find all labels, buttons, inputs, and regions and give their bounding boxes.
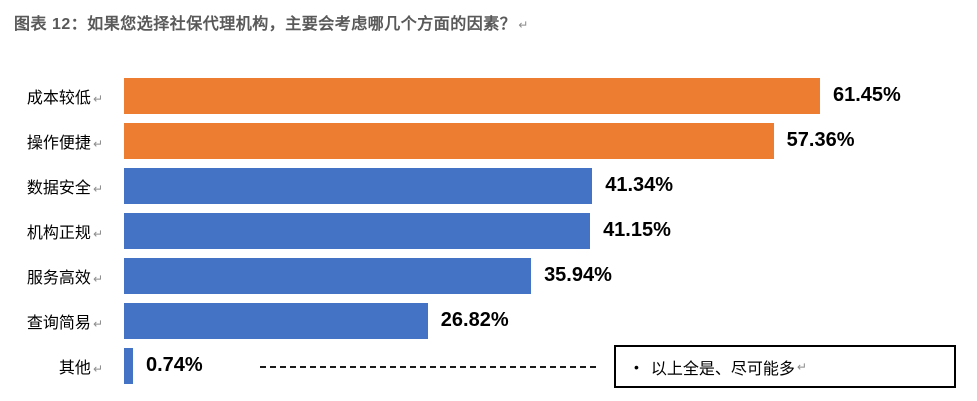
paragraph-mark-icon: ↵ (92, 226, 103, 241)
bar-value-label: 41.15% (603, 219, 671, 241)
bar-row: 其他 ↵ 0.74% (0, 343, 977, 388)
bar (124, 167, 593, 204)
bar-row: 数据安全 ↵ 41.34% (0, 163, 977, 208)
chart-title: 图表 12：如果您选择社保代理机构，主要会考虑哪几个方面的因素？ ↵ (14, 10, 529, 34)
annotation-text: 以上全是、尽可能多 (650, 360, 795, 378)
category-label: 数据安全 ↵ (26, 179, 103, 197)
paragraph-mark-icon: ↵ (92, 361, 103, 376)
annotation-connector-line (260, 366, 596, 368)
bar-track: 61.45% (124, 73, 901, 118)
annotation-box: • 以上全是、尽可能多 ↵ (614, 345, 956, 388)
bar (124, 347, 133, 384)
bar-row: 成本较低 ↵ 61.45% (0, 73, 977, 118)
bar-row: 查询简易 ↵ 26.82% (0, 298, 977, 343)
bar-row: 服务高效 ↵ 35.94% (0, 253, 977, 298)
category-label: 其他 ↵ (58, 359, 103, 377)
bar-value-label: 61.45% (833, 84, 901, 106)
bar-track: 26.82% (124, 298, 509, 343)
bar-track: 41.15% (124, 208, 671, 253)
paragraph-mark-icon: ↵ (92, 271, 103, 286)
bar-value-label: 41.34% (605, 174, 674, 196)
category-label: 查询简易 ↵ (26, 314, 103, 332)
paragraph-mark-icon: ↵ (92, 91, 103, 106)
bar-row: 机构正规 ↵ 41.15% (0, 208, 977, 253)
bar-track: 0.74% (124, 343, 203, 388)
paragraph-mark-icon: ↵ (518, 18, 529, 32)
bar-value-label: 0.74% (146, 354, 203, 376)
bar (124, 257, 532, 294)
bar-track: 35.94% (124, 253, 612, 298)
category-label: 服务高效 ↵ (26, 269, 103, 287)
bar (124, 77, 820, 114)
bar (124, 212, 591, 249)
category-label: 操作便捷 ↵ (26, 134, 103, 152)
bullet-icon: • (634, 358, 639, 375)
bar-track: 41.34% (124, 163, 673, 208)
category-label: 成本较低 ↵ (26, 89, 103, 107)
bar-row: 操作便捷 ↵ 57.36% (0, 118, 977, 163)
paragraph-mark-icon: ↵ (796, 359, 807, 374)
paragraph-mark-icon: ↵ (92, 136, 103, 151)
bar-value-label: 57.36% (786, 129, 855, 151)
bar (124, 302, 428, 339)
paragraph-mark-icon: ↵ (92, 316, 103, 331)
paragraph-mark-icon: ↵ (92, 181, 103, 196)
bar-value-label: 26.82% (440, 309, 509, 331)
bar-track: 57.36% (124, 118, 855, 163)
category-label: 机构正规 ↵ (26, 224, 103, 242)
bar (124, 122, 774, 159)
bar-value-label: 35.94% (544, 264, 612, 286)
chart-title-text: 图表 12：如果您选择社保代理机构，主要会考虑哪几个方面的因素？ (14, 16, 517, 33)
bar-chart: 成本较低 ↵ 61.45% 操作便捷 ↵ 57.36% 数据安全 ↵ 41.34% 机构正规 ↵ 41… (0, 73, 977, 388)
